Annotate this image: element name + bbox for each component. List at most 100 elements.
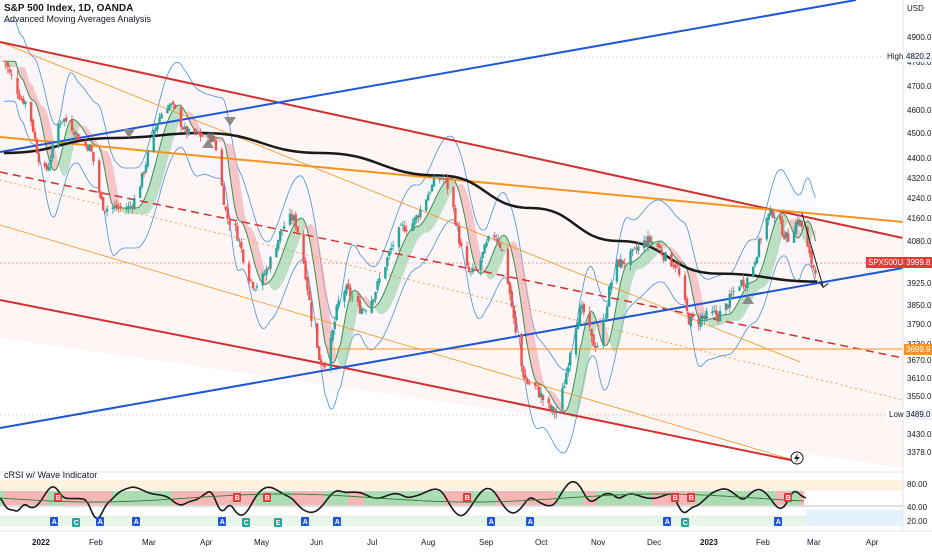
signal-badge-sell[interactable]: B [687,493,695,502]
candle[interactable] [193,127,196,136]
candle[interactable] [808,242,811,258]
candle[interactable] [282,221,286,230]
signal-badge-buy[interactable]: A [218,517,226,526]
candle[interactable] [267,266,270,271]
candle[interactable] [683,271,687,304]
candle[interactable] [249,279,253,283]
candle[interactable] [786,228,790,243]
candle[interactable] [288,208,292,227]
candle[interactable] [812,264,815,271]
candle[interactable] [35,136,39,154]
candle[interactable] [333,317,336,335]
signal-badge-exit[interactable]: E [274,518,282,527]
signal-badge-exit[interactable]: C [681,518,689,527]
candle[interactable] [549,403,552,414]
candle[interactable] [45,162,48,172]
candle[interactable] [814,267,817,279]
candle[interactable] [726,303,730,311]
candle[interactable] [629,248,632,271]
candle[interactable] [317,346,321,360]
candle[interactable] [479,256,482,276]
candle[interactable] [70,115,74,133]
candle[interactable] [604,313,607,321]
candle[interactable] [99,190,103,201]
candle[interactable] [512,305,515,325]
candle[interactable] [384,266,387,280]
candle[interactable] [138,185,142,199]
candle[interactable] [140,172,144,189]
candle[interactable] [481,251,484,264]
candle[interactable] [602,313,605,349]
candle[interactable] [255,283,259,291]
candle[interactable] [703,314,706,325]
candle[interactable] [269,255,272,273]
candle[interactable] [419,205,422,220]
candle[interactable] [294,211,298,231]
candle[interactable] [460,238,463,248]
candle[interactable] [321,364,325,370]
candle[interactable] [103,210,107,215]
ma-200-line[interactable] [3,131,818,283]
candle[interactable] [779,210,782,224]
candle[interactable] [43,160,46,169]
candle[interactable] [335,303,338,322]
signal-badge-buy[interactable]: A [50,517,58,526]
candle[interactable] [672,262,675,270]
candle[interactable] [323,361,327,372]
candle[interactable] [773,211,776,225]
candle[interactable] [199,128,202,142]
candle[interactable] [173,104,177,110]
candle[interactable] [607,284,611,308]
candle[interactable] [10,69,13,80]
candle[interactable] [183,122,187,133]
candle[interactable] [84,139,87,148]
candle[interactable] [166,104,169,114]
candle[interactable] [72,128,76,139]
candle[interactable] [456,221,459,226]
candle[interactable] [401,220,405,232]
candle[interactable] [738,285,741,292]
candle[interactable] [207,132,210,139]
candle[interactable] [358,294,362,315]
signal-badge-sell[interactable]: B [54,493,62,502]
candle[interactable] [374,291,377,304]
signal-badge-sell[interactable]: B [784,493,792,502]
candle[interactable] [691,311,695,321]
candle[interactable] [31,117,35,134]
candle[interactable] [242,248,245,265]
candle[interactable] [567,362,570,377]
candle[interactable] [405,225,408,237]
candle[interactable] [57,122,60,149]
candle[interactable] [746,276,749,292]
candle[interactable] [279,230,282,244]
pivot-down-marker[interactable] [123,129,135,138]
candle[interactable] [535,385,539,390]
candle[interactable] [670,251,673,268]
candle[interactable] [111,207,115,214]
candle[interactable] [574,327,578,359]
candle[interactable] [16,69,19,100]
candle[interactable] [51,140,54,162]
candle[interactable] [49,154,52,172]
candle[interactable] [179,104,183,132]
candle[interactable] [4,61,8,70]
candle[interactable] [18,89,21,101]
candle[interactable] [658,242,661,249]
pivot-down-marker[interactable] [224,117,236,126]
candle[interactable] [428,190,432,196]
candle[interactable] [742,274,745,290]
candle[interactable] [685,295,689,315]
candle[interactable] [467,261,471,274]
candle[interactable] [444,177,447,183]
candle[interactable] [127,201,130,214]
candle[interactable] [214,137,218,152]
red-channel-lower-early[interactable] [0,299,346,369]
candle[interactable] [146,150,150,169]
candle[interactable] [642,235,646,253]
candle[interactable] [319,354,323,366]
candle[interactable] [302,230,305,265]
candle[interactable] [716,311,720,325]
candle[interactable] [226,203,229,225]
candle[interactable] [781,214,784,237]
candle[interactable] [101,196,105,211]
